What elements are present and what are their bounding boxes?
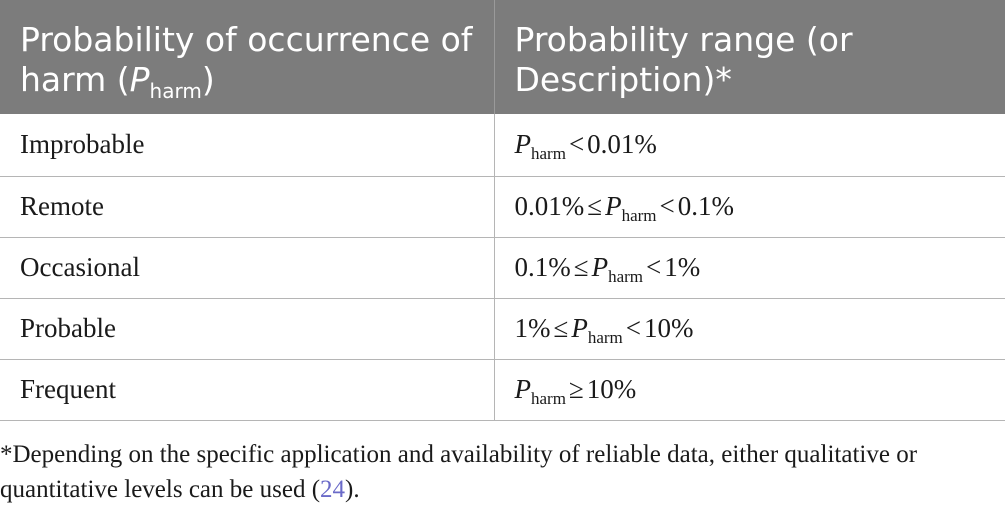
level-label: Occasional: [20, 252, 140, 282]
range-lower-bound: 0.1%: [514, 252, 571, 282]
level-cell: Probable: [0, 298, 494, 360]
level-cell: Frequent: [0, 359, 494, 421]
range-upper-bound: 1%: [664, 252, 701, 282]
range-symbol: P: [591, 252, 609, 282]
range-operator: <: [659, 191, 675, 221]
footnote-text: *Depending on the specific application a…: [0, 441, 918, 503]
table-header: Probability of occurrence of harm (Pharm…: [0, 0, 1005, 114]
range-operator: <: [646, 252, 662, 282]
range-upper-bound: 10%: [644, 313, 694, 343]
table-row: Occasional 0.1% ≤ Pharm <1%: [0, 237, 1005, 299]
header-col1-close: ): [201, 60, 215, 99]
header-probability-range: Probability range (or Description)*: [493, 0, 1005, 114]
range-lower-bound: 0.01%: [514, 191, 585, 221]
range-operator: ≤: [573, 252, 589, 282]
range-cell: Pharm <0.01%: [493, 114, 1005, 177]
table-row: Remote 0.01% ≤ Pharm <0.1%: [0, 176, 1005, 238]
range-operator: <: [625, 313, 641, 343]
header-col1-subscript: harm: [149, 79, 202, 103]
reference-link[interactable]: 24: [320, 476, 346, 503]
table-row: Frequent Pharm ≥10%: [0, 359, 1005, 421]
header-col1-symbol: P: [129, 60, 150, 99]
header-col2-text: Probability range (or Description)*: [514, 20, 853, 99]
range-symbol: P: [514, 129, 532, 160]
risk-probability-table: Probability of occurrence of harm (Pharm…: [0, 0, 1005, 421]
range-cell: 0.1% ≤ Pharm <1%: [493, 237, 1005, 299]
range-symbol: P: [514, 374, 532, 404]
table-body: Improbable Pharm <0.01% Remote 0.01% ≤ Phar…: [0, 114, 1005, 421]
range-upper-bound: 10%: [586, 374, 637, 404]
range-subscript: harm: [608, 267, 644, 286]
level-label: Improbable: [20, 129, 145, 160]
table-footnote: *Depending on the specific application a…: [0, 437, 1005, 507]
range-cell: Pharm ≥10%: [493, 359, 1005, 421]
header-col1-text: Probability of occurrence of harm (: [20, 20, 473, 99]
range-upper-bound: 0.1%: [677, 191, 734, 221]
range-lower-bound: 1%: [514, 313, 551, 343]
range-subscript: harm: [587, 328, 623, 347]
level-cell: Remote: [0, 176, 494, 238]
range-operator: ≤: [587, 191, 603, 221]
range-symbol: P: [605, 191, 622, 221]
range-subscript: harm: [531, 144, 566, 164]
footnote-close: ).: [345, 476, 360, 503]
range-upper-bound: 0.01%: [587, 129, 657, 160]
level-label: Frequent: [20, 374, 116, 404]
range-cell: 0.01% ≤ Pharm <0.1%: [493, 176, 1005, 238]
range-operator: <: [568, 129, 585, 160]
table-row: Probable 1% ≤ Pharm <10%: [0, 298, 1005, 360]
level-cell: Occasional: [0, 237, 494, 299]
header-probability-of-occurrence: Probability of occurrence of harm (Pharm…: [0, 0, 494, 114]
range-subscript: harm: [621, 206, 657, 225]
range-cell: 1% ≤ Pharm <10%: [493, 298, 1005, 360]
range-operator: ≤: [553, 313, 569, 343]
level-label: Probable: [20, 313, 116, 343]
level-cell: Improbable: [0, 114, 494, 177]
risk-probability-table-container: Probability of occurrence of harm (Pharm…: [0, 0, 1005, 421]
table-row: Improbable Pharm <0.01%: [0, 114, 1005, 177]
range-operator: ≥: [568, 374, 584, 404]
level-label: Remote: [20, 191, 104, 221]
header-row: Probability of occurrence of harm (Pharm…: [0, 0, 1005, 114]
range-subscript: harm: [531, 389, 566, 408]
range-symbol: P: [571, 313, 588, 343]
